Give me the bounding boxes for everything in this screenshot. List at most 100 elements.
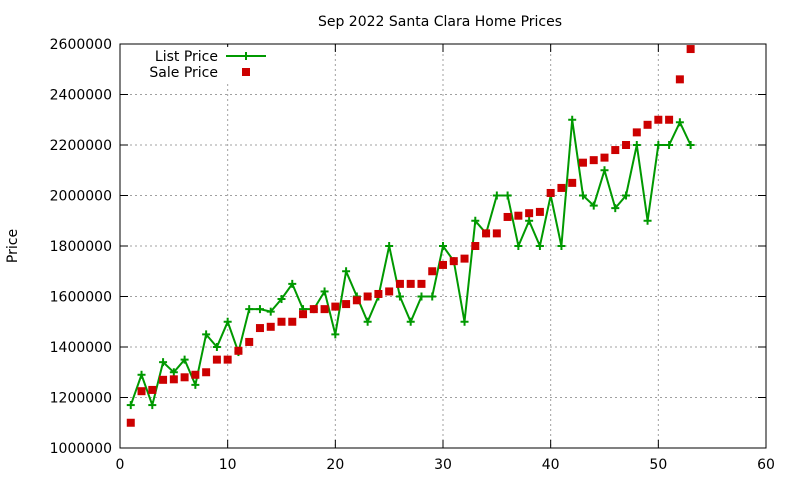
sale-price-point <box>482 229 491 238</box>
axis-ticks: 1000000 1200000 1400000 1600000 1800000 20000… <box>50 37 775 473</box>
sale-price-point <box>589 156 598 165</box>
list-price-point <box>137 370 146 379</box>
list-price-point <box>428 292 437 301</box>
list-price-point <box>568 115 577 124</box>
sale-price-point <box>202 368 211 377</box>
list-price-point <box>611 204 620 213</box>
sale-price-point <box>374 289 383 298</box>
list-price-point <box>148 401 157 410</box>
list-price-point <box>622 191 631 200</box>
tick-label-y: 2400000 <box>50 88 112 104</box>
list-price-point <box>675 118 684 127</box>
sale-price-point <box>212 355 221 364</box>
sale-price-point <box>385 287 394 296</box>
list-price-point <box>277 295 286 304</box>
sale-price-point <box>148 385 157 394</box>
sale-price-point <box>406 279 415 288</box>
sale-price-point <box>632 128 641 137</box>
sale-price-point <box>191 370 200 379</box>
sale-price-point <box>169 375 178 384</box>
sale-price-point <box>352 296 361 305</box>
list-price-point <box>245 305 254 314</box>
list-price-point <box>643 216 652 225</box>
sale-price-point <box>331 302 340 311</box>
list-price-point <box>654 141 663 149</box>
sale-price-point <box>288 317 297 326</box>
sale-price-point <box>525 209 534 218</box>
sale-price-point <box>126 418 135 427</box>
sale-price-point <box>245 337 254 346</box>
sale-price-point <box>428 267 437 276</box>
tick-label-y: 1800000 <box>50 239 112 255</box>
list-price-point <box>589 201 598 210</box>
list-price-point <box>255 305 264 314</box>
tick-label-y: 1000000 <box>50 441 112 457</box>
list-price-point <box>406 317 415 326</box>
list-price-point <box>460 317 469 326</box>
tick-label-x: 40 <box>542 457 560 473</box>
list-price-point <box>632 141 641 149</box>
sale-price-point <box>578 158 587 167</box>
sale-price-point <box>568 178 577 187</box>
tick-label-y: 2600000 <box>50 37 112 53</box>
sale-price-point <box>342 300 351 309</box>
list-price-point <box>159 358 168 367</box>
sale-price-point <box>643 120 652 129</box>
list-price-point <box>395 292 404 301</box>
tick-label-y: 2000000 <box>50 189 112 205</box>
list-price-point <box>578 191 587 200</box>
sale-price-point <box>535 207 544 216</box>
list-price-point <box>535 242 544 250</box>
list-price-point <box>180 355 189 364</box>
list-price-point <box>471 216 480 225</box>
tick-label-y: 1600000 <box>50 290 112 306</box>
sale-price-point <box>309 305 318 314</box>
list-price-point <box>503 191 512 200</box>
sale-price-point <box>363 292 372 301</box>
list-price-point <box>514 242 523 250</box>
sale-price-point <box>223 355 232 364</box>
list-price-point <box>169 368 178 377</box>
list-price-point <box>439 242 447 250</box>
list-price-point <box>126 401 135 410</box>
sale-price-point <box>611 146 620 155</box>
tick-label-x: 10 <box>219 457 237 473</box>
sale-price-point <box>492 229 501 238</box>
list-price-point <box>417 292 426 301</box>
chart-title: Sep 2022 Santa Clara Home Prices <box>318 14 562 30</box>
sale-price-point <box>622 141 631 149</box>
sale-price-point <box>255 324 264 333</box>
sale-price-point <box>460 254 469 263</box>
sale-price-point <box>277 317 286 326</box>
sale-price-point <box>395 279 404 288</box>
sale-price-point <box>449 257 458 266</box>
list-price-point <box>342 267 351 276</box>
sale-price-point <box>137 387 146 396</box>
list-price-point <box>288 279 297 288</box>
list-price-point <box>266 307 275 316</box>
sale-price-point <box>439 260 447 269</box>
sale-price-point <box>686 45 695 54</box>
sale-price-point <box>159 375 168 384</box>
sale-price-point <box>665 115 674 124</box>
sale-price-point <box>600 153 609 162</box>
plot-frame <box>119 43 767 449</box>
list-price-point <box>525 216 534 225</box>
tick-label-x: 0 <box>116 457 125 473</box>
list-price-point <box>320 287 329 296</box>
tick-label-x: 30 <box>434 457 452 473</box>
sale-price-point <box>546 188 555 197</box>
tick-label-x: 60 <box>757 457 775 473</box>
tick-label-x: 50 <box>649 457 667 473</box>
tick-label-y: 1200000 <box>50 391 112 407</box>
tick-label-x: 20 <box>326 457 344 473</box>
legend-marker <box>242 68 250 76</box>
list-price-point <box>331 330 340 339</box>
tick-label-y: 2200000 <box>50 138 112 154</box>
sale-price-point <box>654 115 663 124</box>
sale-price-point <box>417 279 426 288</box>
sale-price-point <box>675 75 684 84</box>
list-price-point <box>191 380 200 389</box>
list-price-point <box>600 166 609 175</box>
